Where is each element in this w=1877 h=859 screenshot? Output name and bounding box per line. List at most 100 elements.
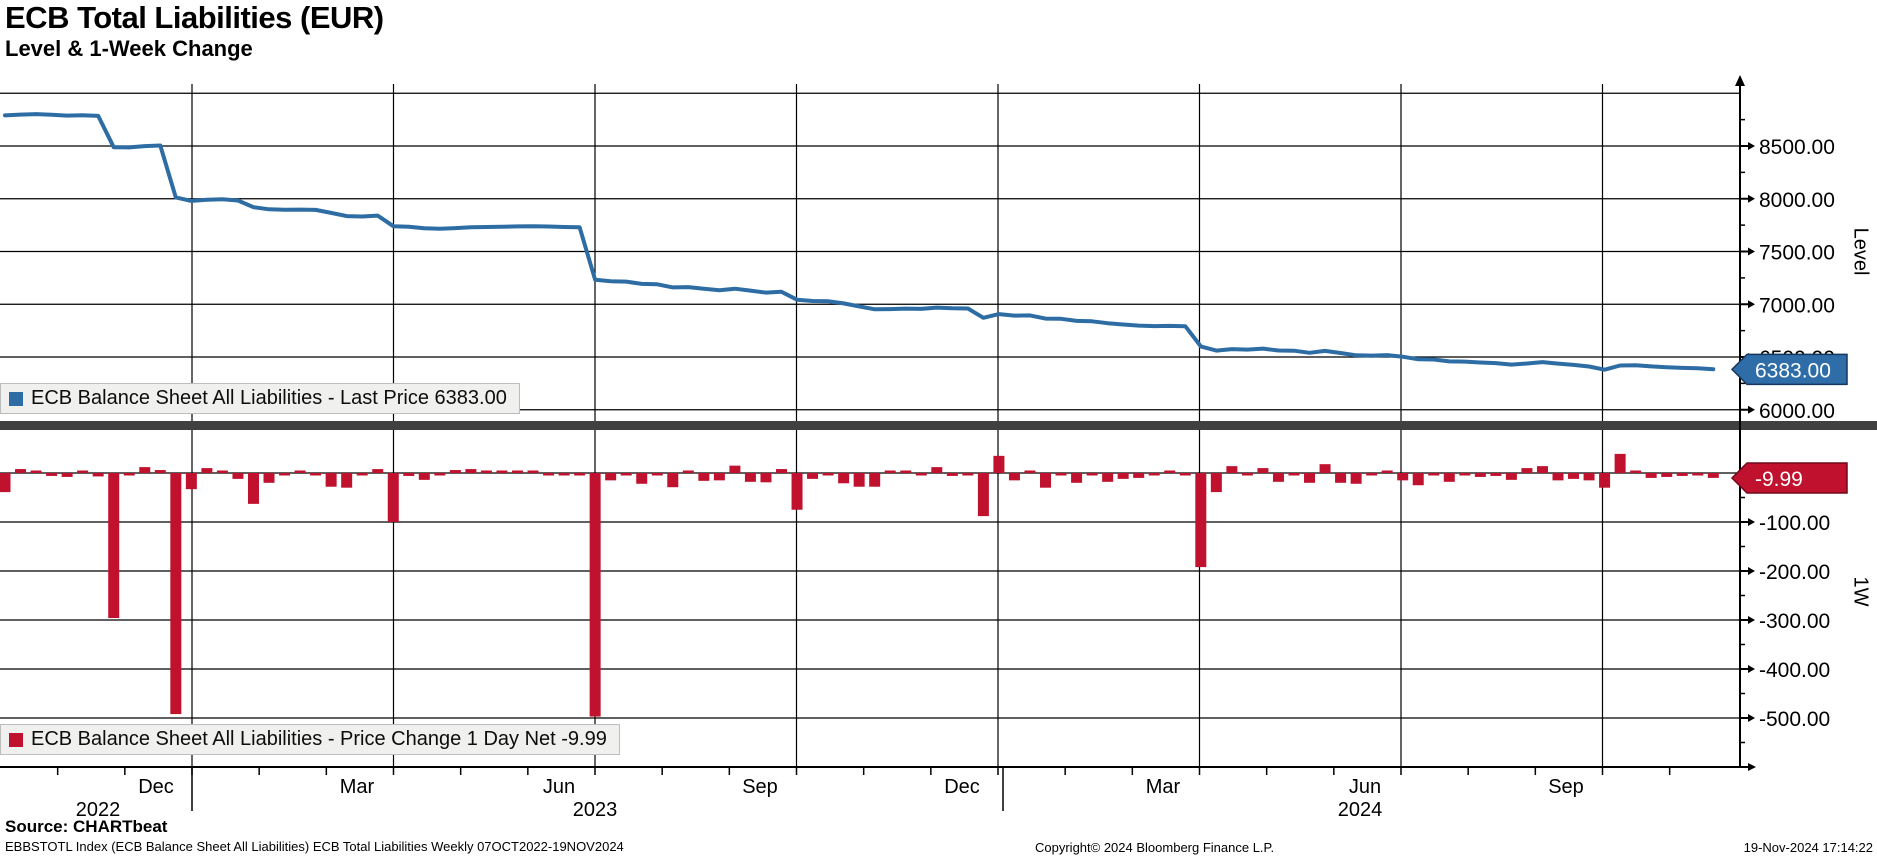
last-price-tag-text: 6383.00 [1755,359,1831,382]
month-label: Dec [944,776,980,798]
change-bar [387,473,399,522]
change-bar [1707,473,1719,478]
change-y-tick-arrow-icon [1748,518,1755,526]
change-bar [1412,473,1424,486]
change-bar [0,473,11,493]
footer-source: Source: CHARTbeat [5,817,168,836]
change-bar [1661,473,1673,477]
change-bar [154,470,166,473]
change-bar [310,473,322,476]
change-bar [1055,473,1067,476]
change-bar [77,470,89,473]
level-y-tick-arrow-icon [1748,300,1755,309]
change-y-label: -500.00 [1759,708,1830,731]
change-bar [1040,473,1052,488]
month-label: Jun [543,776,575,798]
change-legend-marker-icon [9,732,23,747]
change-bar [605,473,617,481]
month-label: Sep [742,776,778,798]
change-bar [61,473,73,477]
month-label: Mar [340,776,375,798]
change-bar [1505,473,1517,480]
level-y-tick-arrow-icon [1748,405,1755,414]
change-bar [92,473,104,477]
level-y-tick-arrow-icon [1748,142,1755,150]
change-bar [465,469,477,473]
change-bar [15,469,27,473]
change-bar [1350,473,1362,484]
change-bar [1645,473,1657,478]
level-line [3,112,1716,372]
change-bar [1272,473,1284,482]
change-bar [1304,473,1316,483]
change-bar [1490,473,1502,476]
change-bar [1319,464,1331,473]
change-bar [744,473,756,482]
change-bar [1614,453,1626,473]
change-bar [682,470,694,473]
change-bar [1583,473,1595,481]
panel-separator [0,421,1877,430]
change-bar [496,470,508,473]
change-bar [946,473,958,476]
change-bar [201,468,213,473]
year-label: 2023 [573,799,618,821]
change-bar [1226,466,1238,473]
level-y-label: 7500.00 [1759,242,1835,265]
change-bar [776,469,787,473]
change-bar [574,473,586,476]
change-bar [434,473,446,476]
change-y-tick-arrow-icon [1748,616,1755,624]
level-y-label: 8500.00 [1759,136,1835,159]
change-bar [1536,466,1548,473]
change-bar [480,470,492,473]
change-bar [1257,468,1269,473]
change-bar [713,473,725,481]
change-legend-label: ECB Balance Sheet All Liabilities - Pric… [31,728,607,750]
change-bar [1102,473,1114,482]
change-bar [1195,473,1207,568]
change-bar [247,473,259,504]
change-bar [1366,473,1378,476]
change-bar [170,473,182,715]
change-bar [1521,468,1533,473]
change-bar [822,473,834,476]
change-bar [1568,473,1580,479]
change-bar [263,473,275,483]
year-label: 2024 [1338,799,1383,821]
change-bar [962,473,974,476]
page-subtitle: Level & 1-Week Change [5,36,253,61]
change-bar [325,473,337,487]
change-bar [372,469,384,473]
change-bar [108,473,120,619]
change-bar [1071,473,1083,483]
change-bar [30,470,42,473]
level-legend-label: ECB Balance Sheet All Liabilities - Last… [31,387,507,409]
change-legend: ECB Balance Sheet All Liabilities - Pric… [0,724,620,755]
level-legend-marker-icon [9,391,23,406]
change-y-label: -300.00 [1759,610,1830,633]
change-bar [1179,473,1191,476]
change-bar [1459,473,1471,476]
change-bar [1008,473,1020,481]
change-bar [636,473,648,484]
change-bar [1552,473,1564,481]
change-bar [418,473,430,480]
last-change-tag [1730,462,1848,494]
change-bar [123,473,135,476]
level-y-tick-arrow-icon [1748,247,1755,256]
change-bar [900,470,912,473]
change-bar [838,473,850,484]
level-y-label: 7000.00 [1759,294,1835,317]
change-bar [853,473,865,487]
level-y-label: 8000.00 [1759,189,1835,212]
change-y-tick-arrow-icon [1748,665,1755,673]
axis-up-arrow-icon [1735,75,1745,86]
change-bar [185,473,197,490]
change-bar [698,473,710,481]
change-bar [1164,470,1176,473]
change-bar [1024,470,1036,473]
month-label: Mar [1146,776,1181,798]
change-bar [1241,473,1253,476]
